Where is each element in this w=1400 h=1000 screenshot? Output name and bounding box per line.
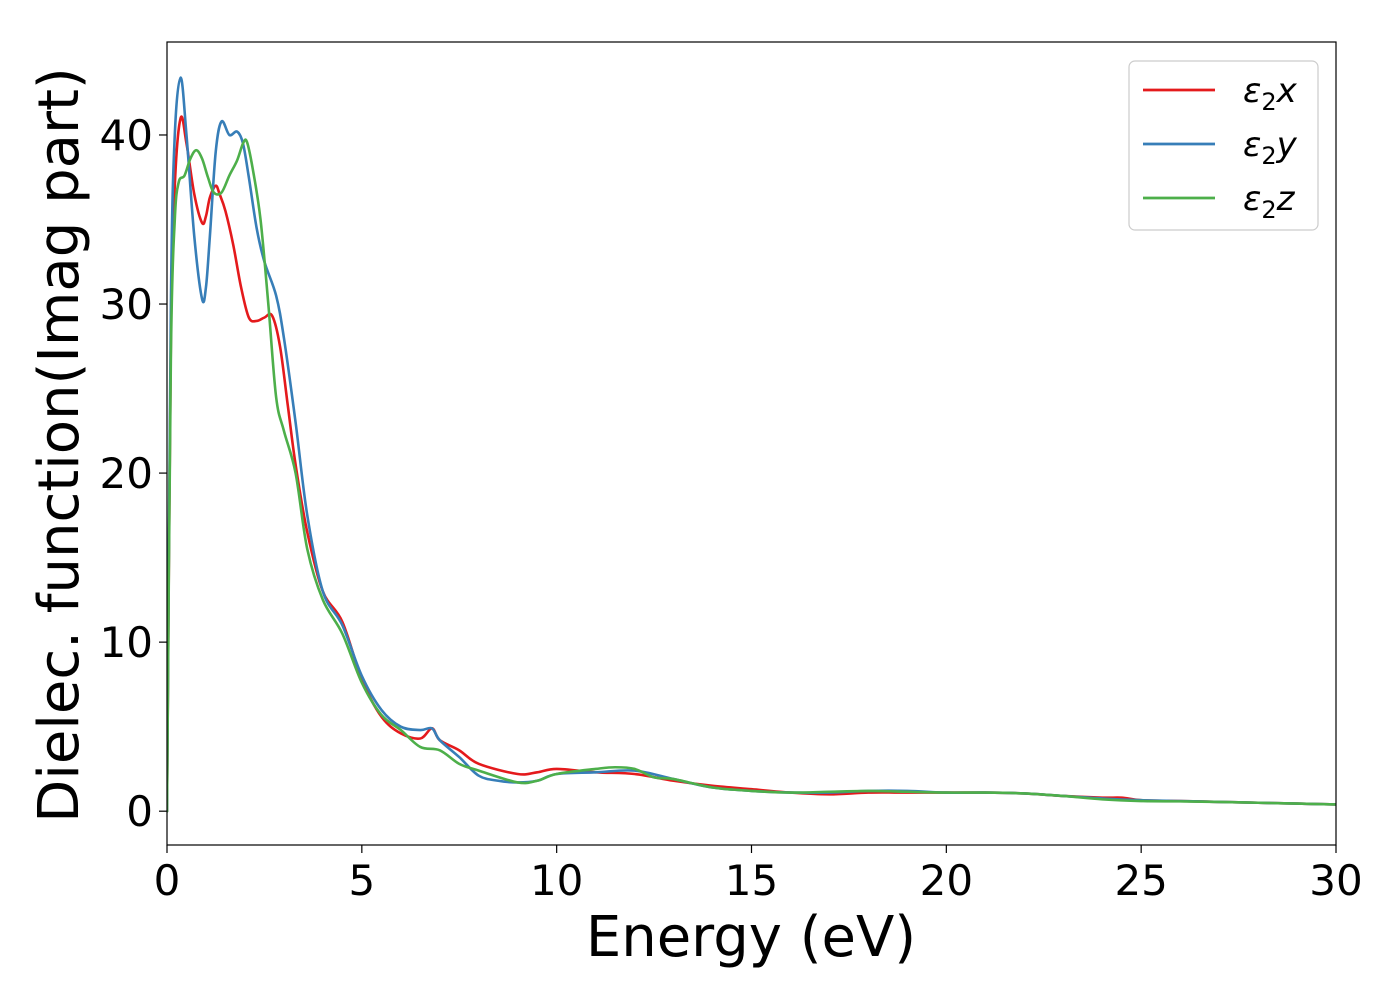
legend-item-y: ε2y (1143, 125, 1298, 170)
legend-item-z: ε2z (1143, 179, 1296, 224)
y-tick-label: 10 (100, 618, 153, 667)
y-axis-title: Dielec. function(Imag part) (27, 67, 92, 823)
y-axis: 0 10 20 30 40 (100, 111, 167, 836)
series-layer (167, 76, 1336, 813)
x-tick-label: 10 (530, 856, 583, 905)
x-tick-label: 0 (154, 856, 181, 905)
series-line-z (167, 138, 1336, 813)
y-tick-label: 30 (100, 280, 153, 329)
y-tick-label: 20 (100, 449, 153, 498)
legend-label: ε2z (1243, 179, 1296, 224)
x-axis: 0 5 10 15 20 25 30 (154, 845, 1363, 905)
x-tick-label: 15 (725, 856, 778, 905)
x-tick-label: 5 (348, 856, 375, 905)
y-tick-label: 0 (126, 787, 153, 836)
legend-box (1128, 60, 1319, 231)
x-tick-label: 20 (920, 856, 973, 905)
x-tick-label: 30 (1309, 856, 1362, 905)
x-axis-title: Energy (eV) (586, 905, 916, 970)
legend-label: ε2y (1243, 125, 1298, 170)
y-tick-label: 40 (100, 111, 153, 160)
legend-label: ε2x (1243, 71, 1298, 116)
legend: ε2x ε2y ε2z (1128, 60, 1319, 231)
x-tick-label: 25 (1114, 856, 1167, 905)
legend-item-x: ε2x (1143, 71, 1298, 116)
